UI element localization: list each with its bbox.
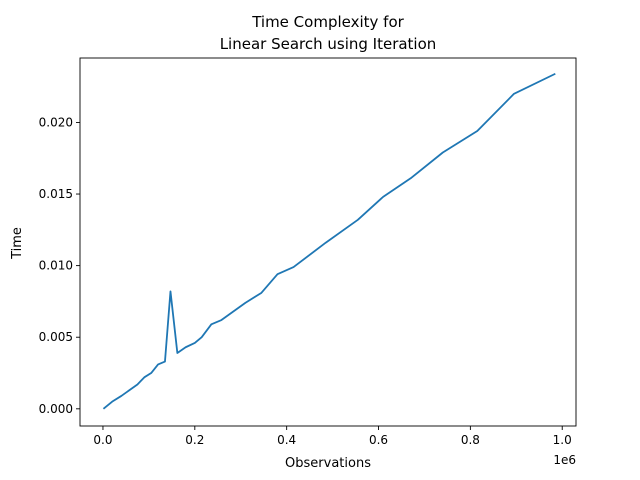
plot-area: 0.0 0.2 0.4 0.6 0.8 1.0 0.000 0.005 0.010 0.015 0.… xyxy=(39,57,577,447)
y-tick-label: 0.020 xyxy=(39,115,73,129)
series-line-0 xyxy=(102,72,556,410)
y-tick-label: 0.015 xyxy=(39,187,73,201)
x-tick-label: 0.6 xyxy=(369,433,388,447)
chart-title-line2: Linear Search using Iteration xyxy=(220,35,437,53)
x-offset-label: 1e6 xyxy=(553,453,576,467)
y-axis-label: Time xyxy=(10,227,25,260)
x-tick-label: 0.0 xyxy=(93,433,112,447)
x-axis-label: Observations xyxy=(285,456,371,471)
x-tick-label: 0.2 xyxy=(185,433,204,447)
x-tick-label: 0.4 xyxy=(277,433,296,447)
x-tick-label: 1.0 xyxy=(553,433,572,447)
y-tick-label: 0.005 xyxy=(39,330,73,344)
chart-title-line1: Time Complexity for xyxy=(251,13,404,31)
y-tick-label: 0.010 xyxy=(39,259,73,273)
y-tick-label: 0.000 xyxy=(39,402,73,416)
axes-frame xyxy=(79,57,577,427)
x-tick-label: 0.8 xyxy=(461,433,480,447)
